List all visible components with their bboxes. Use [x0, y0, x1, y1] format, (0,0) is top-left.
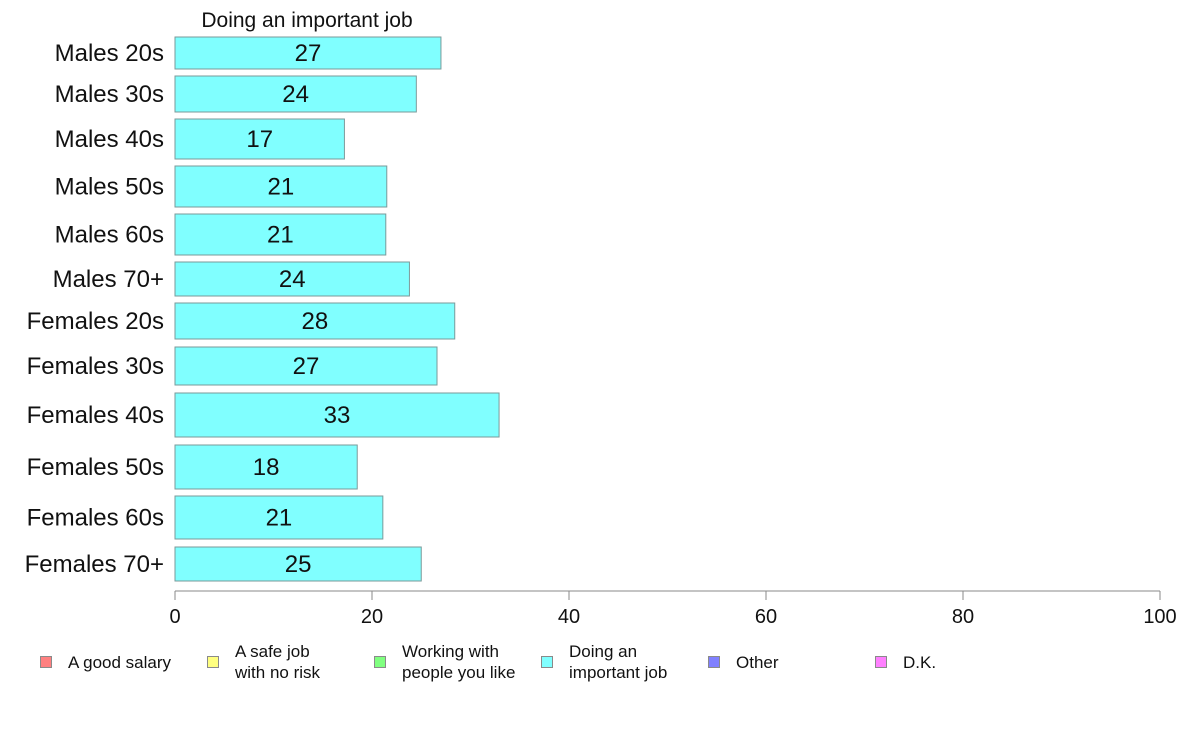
bar	[174, 36, 442, 70]
bar	[174, 546, 422, 582]
bar-chart: Doing an important job 27 Males 20s 24 Male…	[25, 9, 1177, 628]
legend-label: Other	[736, 652, 779, 672]
legend-swatch	[374, 656, 386, 668]
category-label: Males 20s	[55, 40, 164, 67]
data-label: 27	[293, 353, 320, 380]
bar	[174, 302, 456, 340]
category-label: Females 50s	[27, 454, 164, 481]
data-label: 25	[285, 551, 312, 578]
legend-swatch	[875, 656, 887, 668]
bar	[174, 346, 438, 386]
legend-swatch	[207, 656, 219, 668]
legend-swatch	[40, 656, 52, 668]
bar	[174, 118, 345, 160]
data-label: 21	[267, 222, 294, 249]
x-tick-label: 20	[361, 606, 383, 628]
legend-item: Doing an important job	[541, 640, 667, 684]
legend-label: Working with people you like	[402, 642, 516, 682]
legend-item: D.K.	[875, 640, 936, 684]
legend-label: Doing an important job	[569, 642, 668, 682]
bar	[174, 392, 500, 438]
category-label: Males 60s	[55, 222, 164, 249]
data-label: 33	[324, 402, 351, 429]
legend-item: A good salary	[40, 640, 171, 684]
x-tick-label: 80	[952, 606, 974, 628]
legend-item: A safe job with no risk	[207, 640, 320, 684]
data-label: 24	[282, 81, 309, 108]
legend-label: D.K.	[903, 652, 937, 672]
category-label: Females 40s	[27, 402, 164, 429]
bar	[174, 75, 417, 113]
legend-label: A safe job with no risk	[235, 642, 321, 682]
category-label: Males 50s	[55, 174, 164, 201]
category-label: Females 20s	[27, 308, 164, 335]
data-label: 27	[295, 40, 322, 67]
x-tick-label: 60	[755, 606, 777, 628]
x-axis: 0 20 40 60 80 100	[169, 590, 1177, 628]
data-label: 21	[268, 174, 295, 201]
category-label: Males 30s	[55, 81, 164, 108]
data-label: 28	[302, 308, 329, 335]
bar	[174, 495, 384, 540]
legend-item: Working with people you like	[374, 640, 515, 684]
legend-swatch	[708, 656, 720, 668]
legend-swatch	[541, 656, 553, 668]
category-label: Females 30s	[27, 353, 164, 380]
bar	[174, 213, 387, 256]
legend-item: Other	[708, 640, 779, 684]
data-label: 17	[246, 126, 273, 153]
bars-group: 27 Males 20s 24 Males 30s 17 Males 40s 21 Males…	[25, 36, 500, 582]
bar	[174, 165, 388, 208]
category-label: Females 70+	[25, 551, 164, 578]
legend-label: A good salary	[68, 652, 172, 672]
category-label: Males 40s	[55, 126, 164, 153]
data-label: 21	[266, 505, 293, 532]
x-tick-label: 0	[169, 606, 180, 628]
category-label: Males 70+	[53, 266, 164, 293]
bar	[174, 261, 410, 297]
category-label: Females 60s	[27, 505, 164, 532]
legend: A good salary A safe job with no risk Work…	[0, 640, 1188, 690]
bar	[174, 444, 358, 490]
data-label: 24	[279, 266, 306, 293]
data-label: 18	[253, 454, 280, 481]
chart-title: Doing an important job	[201, 9, 412, 32]
x-tick-label: 40	[558, 606, 580, 628]
x-tick-label: 100	[1143, 606, 1176, 628]
